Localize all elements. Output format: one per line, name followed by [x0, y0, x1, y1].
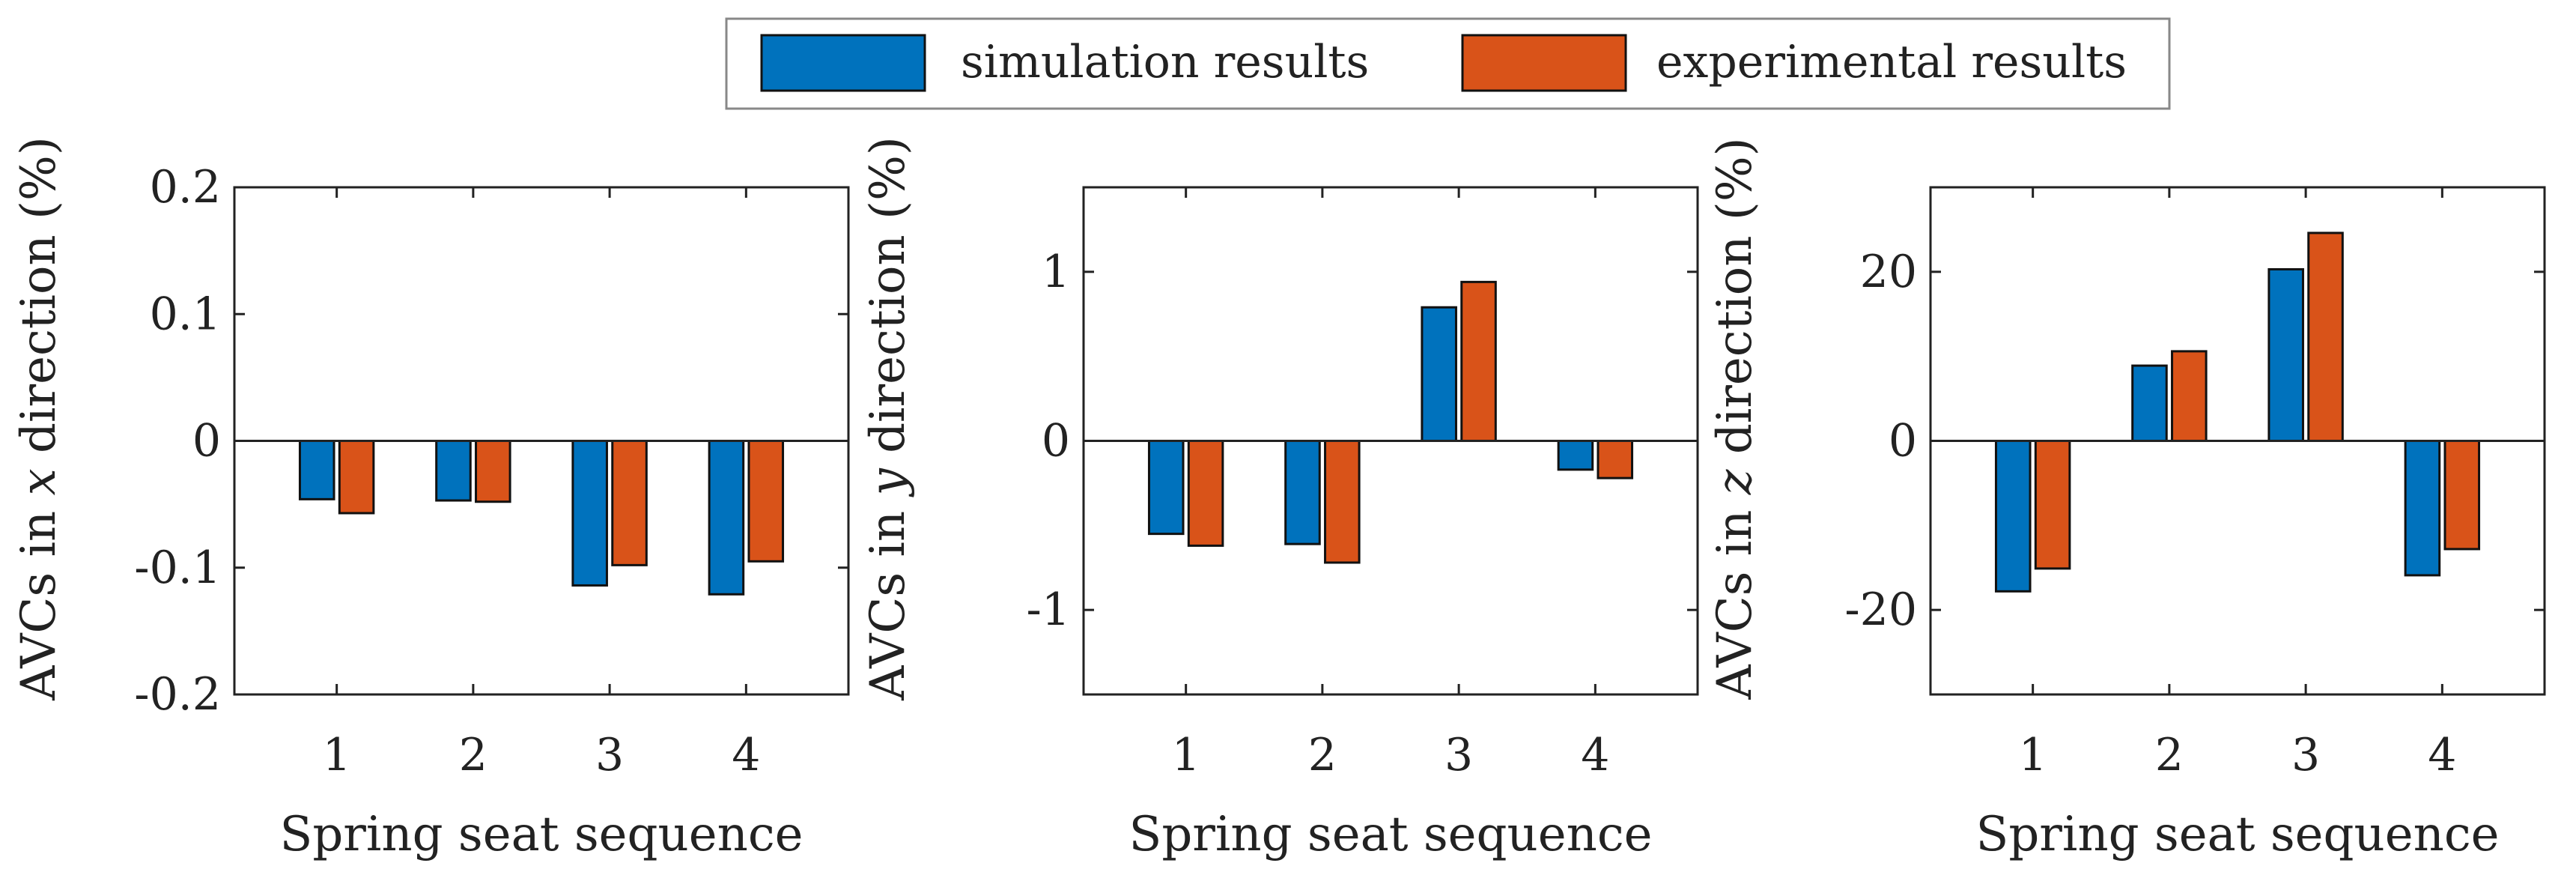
- y-tick-label: -20: [1844, 584, 1917, 636]
- bar-simulation-4: [1557, 440, 1594, 471]
- legend-label-simulation: simulation results: [961, 36, 1369, 88]
- bar-simulation-1: [298, 440, 335, 500]
- chart-panel-y: 1 2 3 4 -1 0 1 Spring seat sequence AVCs…: [860, 136, 1699, 862]
- x-tick-label: 3: [1445, 729, 1473, 781]
- y-axis-title-variable: y: [860, 467, 916, 497]
- bar-experimental-4: [747, 440, 785, 563]
- bars-group: [1147, 280, 1634, 564]
- x-tick-label: 4: [732, 729, 760, 781]
- y-axis-title-prefix: AVCs in: [1707, 494, 1763, 700]
- y-tick-label: -1: [1027, 584, 1070, 636]
- y-axis-title-variable: z: [1707, 468, 1763, 495]
- bar-simulation-4: [2404, 440, 2441, 577]
- y-axis-title-variable: x: [11, 468, 67, 495]
- legend: simulation results experimental results: [725, 17, 2171, 110]
- bar-experimental-3: [2307, 231, 2344, 442]
- ticks-group: [1084, 187, 1698, 694]
- x-tick-label: 2: [2155, 729, 2184, 781]
- x-tick-label: 1: [1172, 729, 1200, 781]
- bar-experimental-2: [475, 440, 511, 503]
- y-tick-label: 0: [192, 415, 221, 467]
- bar-experimental-1: [1187, 440, 1224, 547]
- bar-experimental-1: [338, 440, 375, 515]
- bar-simulation-1: [1994, 440, 2032, 593]
- bar-simulation-2: [1284, 440, 1321, 545]
- bar-simulation-3: [1421, 306, 1457, 442]
- legend-swatch-experimental: [1461, 34, 1627, 92]
- x-tick-label: 4: [1581, 729, 1609, 781]
- y-tick-label: 0: [1042, 415, 1070, 467]
- chart-panel-x: 1 2 3 4 -0.2 -0.1 0 0.1 0.2 Spring seat …: [11, 136, 850, 862]
- bar-experimental-3: [1460, 280, 1497, 442]
- y-tick-label: -0.2: [134, 668, 221, 721]
- y-axis-title-prefix: AVCs in: [11, 495, 67, 700]
- bars-group: [298, 440, 785, 596]
- bar-experimental-2: [1324, 440, 1361, 564]
- bar-experimental-2: [2171, 350, 2208, 442]
- y-axis-title-suffix: direction (%): [860, 136, 916, 468]
- y-tick-label: 0: [1889, 415, 1917, 467]
- bars-group: [1994, 231, 2481, 593]
- legend-swatch-simulation: [760, 34, 926, 92]
- x-axis-title: Spring seat sequence: [279, 807, 803, 862]
- y-axis-title: AVCs in z direction (%): [1707, 137, 1763, 700]
- legend-label-experimental: experimental results: [1656, 36, 2127, 88]
- y-axis-title: AVCs in y direction (%): [860, 136, 916, 701]
- ticks-group: [234, 186, 848, 696]
- y-tick-label: 1: [1042, 246, 1070, 298]
- bar-experimental-3: [611, 440, 648, 566]
- x-tick-label: 1: [2019, 729, 2047, 781]
- bar-simulation-3: [2267, 267, 2304, 442]
- y-axis-title-suffix: direction (%): [11, 136, 67, 468]
- bar-simulation-3: [571, 440, 608, 587]
- x-axis-title: Spring seat sequence: [1975, 807, 2499, 862]
- legend-box: [725, 17, 2171, 110]
- bar-experimental-4: [1597, 440, 1634, 479]
- bar-simulation-1: [1147, 440, 1185, 536]
- bar-experimental-4: [2443, 440, 2481, 551]
- y-tick-label: 0.2: [150, 161, 221, 214]
- x-axis-title: Spring seat sequence: [1128, 807, 1652, 862]
- y-axis-title-prefix: AVCs in: [860, 495, 916, 700]
- y-axis-title: AVCs in x direction (%): [11, 136, 67, 701]
- y-tick-label: 0.1: [150, 288, 221, 340]
- bar-simulation-2: [435, 440, 472, 502]
- bar-experimental-1: [2034, 440, 2071, 570]
- x-tick-label: 2: [459, 729, 487, 781]
- x-tick-label: 4: [2428, 729, 2456, 781]
- x-tick-label: 3: [2291, 729, 2320, 781]
- ticks-group: [1931, 187, 2545, 694]
- bar-simulation-4: [708, 440, 745, 596]
- x-tick-label: 2: [1308, 729, 1337, 781]
- x-tick-label: 3: [595, 729, 624, 781]
- x-tick-label: 1: [323, 729, 351, 781]
- y-axis-title-suffix: direction (%): [1707, 137, 1763, 469]
- bar-simulation-2: [2131, 364, 2168, 443]
- y-tick-label: -0.1: [134, 542, 221, 594]
- y-tick-label: 20: [1860, 246, 1917, 298]
- chart-panel-z: 1 2 3 4 -20 0 20 Spring seat sequence AV…: [1707, 137, 2546, 862]
